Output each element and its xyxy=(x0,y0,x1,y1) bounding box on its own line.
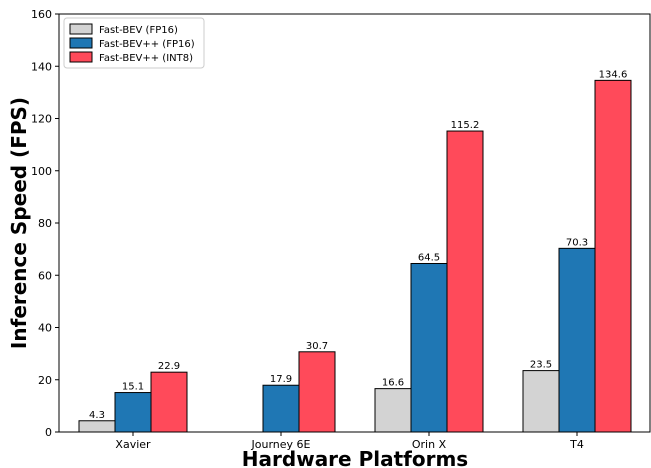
legend-box xyxy=(63,17,205,69)
x-tick-label: T4 xyxy=(569,438,584,451)
legend-swatch xyxy=(69,51,93,63)
data-label: 4.3 xyxy=(89,410,105,421)
y-tick-label: 120 xyxy=(31,113,52,126)
bar xyxy=(298,351,336,433)
data-label: 23.5 xyxy=(530,360,552,371)
x-tick-label: Xavier xyxy=(115,438,151,451)
bar xyxy=(594,79,632,433)
data-label: 22.9 xyxy=(158,361,180,372)
axes-group: 0 20 40 60 80 100 120 140 160 Xavier Journey 6E Ori… xyxy=(31,8,651,451)
bar-labels-group: 4.3 15.1 22.9 17.9 30.7 16.6 64.5 115.2 23.5 70.3… xyxy=(89,69,627,420)
legend-label: Fast-BEV (FP16) xyxy=(99,25,178,36)
bar xyxy=(374,388,412,433)
y-tick-label: 60 xyxy=(38,269,52,282)
x-tick-label: Orin X xyxy=(412,438,447,451)
legend-swatch xyxy=(69,23,93,35)
y-tick-label: 20 xyxy=(38,374,52,387)
data-label: 70.3 xyxy=(566,237,588,248)
y-tick-label: 100 xyxy=(31,165,52,178)
bar xyxy=(558,247,596,433)
bar xyxy=(522,370,560,433)
bar xyxy=(114,392,152,433)
data-label: 115.2 xyxy=(451,120,480,131)
data-label: 134.6 xyxy=(599,69,628,80)
y-tick-label: 140 xyxy=(31,60,52,73)
bar xyxy=(410,262,448,433)
y-axis-title: Inference Speed (FPS) xyxy=(7,97,31,349)
x-tick-label: Journey 6E xyxy=(251,438,311,451)
y-tick-label: 80 xyxy=(38,217,52,230)
data-label: 30.7 xyxy=(306,341,328,352)
legend-swatch xyxy=(69,37,93,49)
legend-label: Fast-BEV++ (FP16) xyxy=(99,39,195,50)
bar xyxy=(150,371,188,433)
data-label: 15.1 xyxy=(122,382,144,393)
y-tick-label: 160 xyxy=(31,8,52,21)
data-label: 16.6 xyxy=(382,378,404,389)
y-tick-label: 0 xyxy=(45,426,52,439)
bars-group xyxy=(78,79,632,433)
bar xyxy=(446,130,484,433)
data-label: 17.9 xyxy=(270,374,292,385)
legend-label: Fast-BEV++ (INT8) xyxy=(99,53,193,64)
bar xyxy=(78,420,116,433)
bar xyxy=(262,384,300,433)
y-tick-label: 40 xyxy=(38,322,52,335)
legend: Fast-BEV (FP16) Fast-BEV++ (FP16) Fast-BEV… xyxy=(63,17,205,69)
data-label: 64.5 xyxy=(418,252,440,263)
x-axis-title: Hardware Platforms xyxy=(242,447,468,468)
